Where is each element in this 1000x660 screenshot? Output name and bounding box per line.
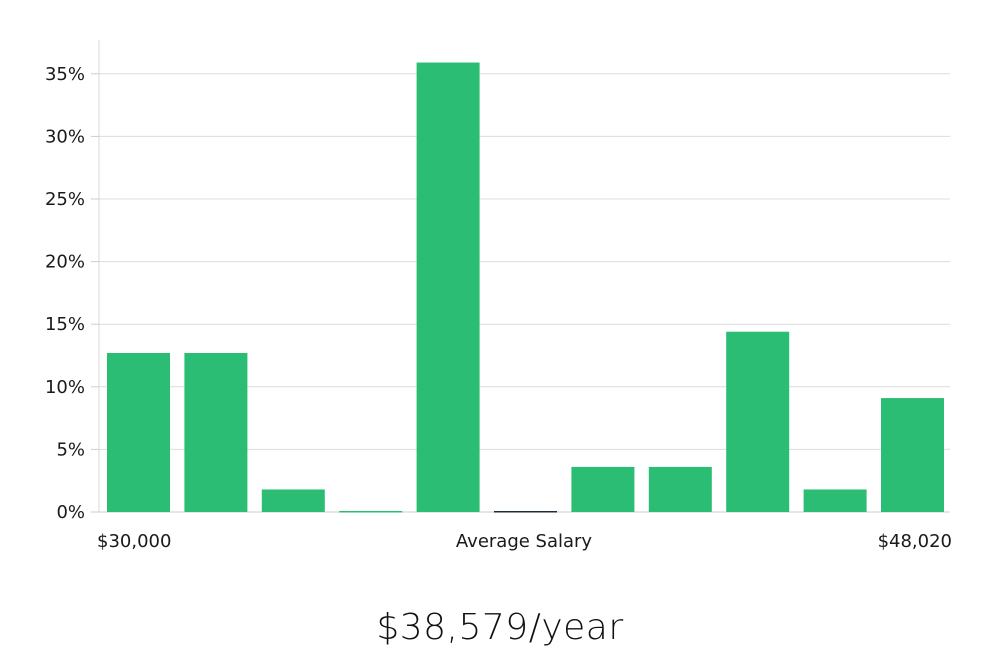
bar	[184, 352, 248, 512]
bars	[107, 62, 944, 513]
histogram-svg: 0% 5% 10% 15% 20% 25% 30% 35% $30,000 Average S…	[45, 40, 952, 552]
y-tick-label: 30%	[45, 126, 85, 147]
bar	[803, 489, 867, 512]
axes	[91, 40, 100, 513]
salary-histogram: 0% 5% 10% 15% 20% 25% 30% 35% $30,000 Average S…	[45, 40, 952, 552]
x-axis-title: Average Salary	[456, 531, 593, 552]
y-tick-label: 5%	[56, 439, 85, 460]
bar	[339, 511, 403, 513]
bar	[261, 489, 325, 512]
bar	[648, 466, 712, 512]
bar	[107, 352, 170, 512]
x-max-label: $48,020	[878, 531, 952, 552]
average-salary-value: $38,579/year	[376, 607, 624, 648]
bar	[571, 466, 635, 512]
bar	[416, 62, 480, 512]
bar	[494, 511, 557, 513]
y-tick-label: 0%	[56, 502, 85, 523]
x-axis-labels: $30,000 Average Salary $48,020	[97, 531, 952, 552]
bar	[726, 331, 790, 512]
y-tick-label: 15%	[45, 314, 85, 335]
x-min-label: $30,000	[97, 531, 171, 552]
y-tick-label: 25%	[45, 189, 85, 210]
y-tick-label: 35%	[45, 64, 85, 85]
y-tick-labels: 0% 5% 10% 15% 20% 25% 30% 35%	[45, 64, 85, 523]
bar	[881, 398, 944, 512]
y-tick-label: 10%	[45, 377, 85, 398]
y-tick-label: 20%	[45, 252, 85, 273]
